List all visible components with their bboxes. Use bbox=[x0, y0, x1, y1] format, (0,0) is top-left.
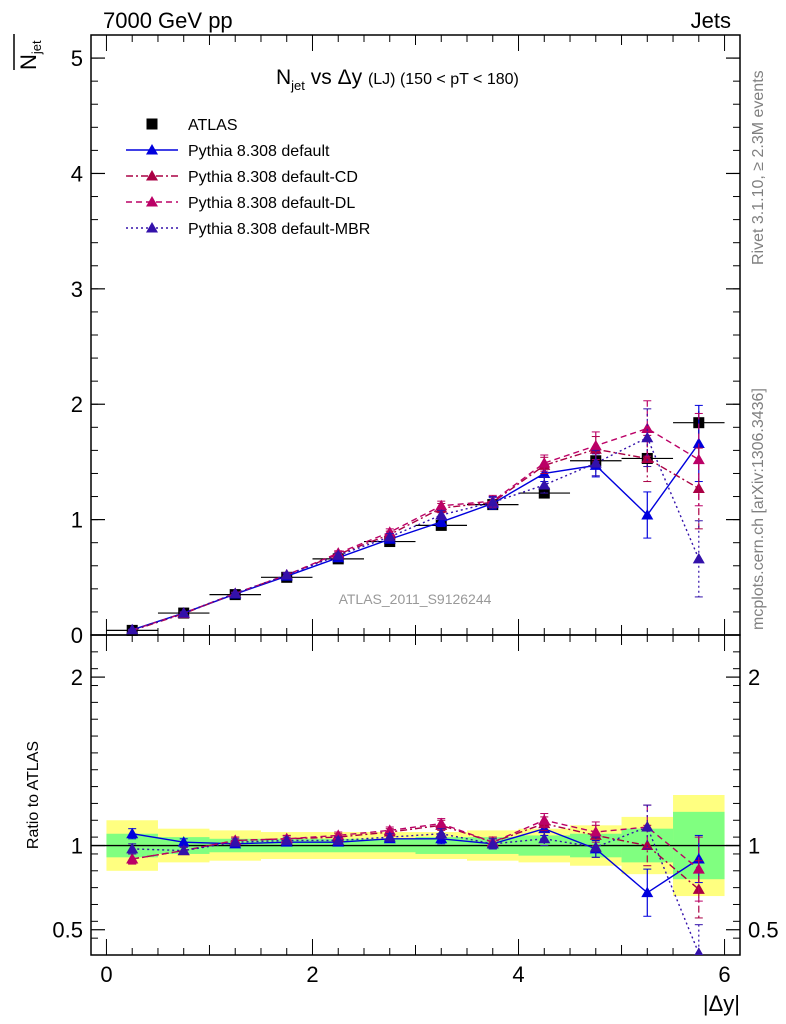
point-dl bbox=[538, 457, 551, 468]
ratio-point-default bbox=[177, 836, 190, 847]
point-mbr bbox=[332, 549, 345, 560]
ratio-ytick-label: 1 bbox=[71, 834, 83, 859]
ratio-ytick-label-right: 2 bbox=[748, 665, 760, 690]
ratio-point-mbr bbox=[486, 837, 499, 849]
ratio-line-dl bbox=[132, 819, 700, 870]
title-sub: jet bbox=[290, 78, 305, 93]
main-panel: 0 1 2 3 4 5 bbox=[71, 34, 741, 648]
xtick-label: 0 bbox=[100, 962, 112, 987]
point-mbr bbox=[229, 587, 242, 598]
legend-marker-mbr bbox=[146, 222, 158, 233]
ratio-point-mbr bbox=[126, 842, 139, 854]
ratio-point-mbr bbox=[641, 821, 654, 832]
legend-label-atlas: ATLAS bbox=[188, 117, 238, 134]
ratio-point-mbr bbox=[280, 834, 293, 845]
ratio-point-dl bbox=[126, 853, 139, 864]
series-line-mbr bbox=[131, 436, 700, 631]
ratio-point-mbr bbox=[332, 834, 345, 845]
header-left: 7000 GeV pp bbox=[103, 8, 233, 33]
xtick-label: 2 bbox=[306, 962, 318, 987]
ratio-series-mbr bbox=[126, 804, 704, 955]
ratio-ytick-label: 2 bbox=[71, 665, 83, 690]
main-ytick-label: 0 bbox=[71, 623, 83, 648]
ratio-point-mbr bbox=[177, 844, 190, 856]
main-ytick-label: 3 bbox=[71, 277, 83, 302]
ratio-point-mbr bbox=[589, 841, 602, 852]
legend-marker-cd bbox=[146, 170, 158, 181]
ratio-frame bbox=[90, 634, 741, 956]
xtick-label: 6 bbox=[718, 962, 730, 987]
ratio-point-default bbox=[641, 886, 654, 898]
title-mid: vs Δy bbox=[305, 66, 368, 89]
point-mbr bbox=[692, 552, 705, 564]
point-mbr bbox=[486, 496, 499, 507]
point-dl bbox=[589, 439, 602, 451]
main-ytick-label: 4 bbox=[71, 161, 83, 186]
ratio-point-mbr bbox=[383, 831, 396, 842]
ratio-ytick-label-right: 1 bbox=[748, 834, 760, 859]
ratio-ytick-label-right: 0.5 bbox=[748, 918, 779, 943]
series-mbr bbox=[126, 408, 705, 635]
top-ylabel-text: Njet bbox=[16, 40, 44, 70]
point-mbr bbox=[641, 431, 654, 443]
title-lj: (LJ) bbox=[368, 71, 396, 88]
top-ylabel-n: N bbox=[16, 54, 41, 70]
point-mbr bbox=[435, 509, 448, 520]
legend-label-mbr: Pythia 8.308 default-MBR bbox=[188, 221, 370, 238]
point-dl bbox=[641, 422, 654, 433]
legend-marker-dl bbox=[146, 196, 158, 207]
mcplots-label: mcplots.cern.ch [arXiv:1306.3436] bbox=[750, 388, 767, 630]
point-cd bbox=[641, 452, 654, 463]
top-ylabel: Njet bbox=[13, 34, 44, 70]
header-right: Jets bbox=[691, 8, 731, 33]
point-mbr bbox=[538, 479, 551, 490]
ratio-point-dl bbox=[538, 814, 551, 825]
ratio-point-mbr bbox=[229, 836, 242, 847]
ratio-point-dl bbox=[435, 817, 448, 829]
main-ytick-label: 2 bbox=[71, 392, 83, 417]
ratio-point-cd bbox=[641, 839, 654, 851]
main-ytick-label: 5 bbox=[71, 46, 83, 71]
x-axis-label: |Δy| bbox=[703, 991, 740, 1016]
point-default bbox=[641, 509, 654, 520]
xtick-label: 4 bbox=[512, 962, 524, 987]
ratio-point-default bbox=[126, 827, 139, 839]
point-mbr bbox=[280, 569, 293, 580]
main-ytick-label: 1 bbox=[71, 508, 83, 533]
title-n: N bbox=[276, 66, 291, 89]
rivet-label: Rivet 3.1.10, ≥ 2.3M events bbox=[750, 70, 767, 265]
point-mbr bbox=[589, 457, 602, 468]
legend: ATLAS Pythia 8.308 default Pythia 8.308 de… bbox=[126, 117, 370, 238]
ratio-line-mbr bbox=[132, 826, 700, 954]
point-dl bbox=[435, 499, 448, 511]
ratio-point-dl bbox=[589, 826, 602, 837]
top-ylabel-sub: jet bbox=[29, 40, 44, 55]
legend-label-default: Pythia 8.308 default bbox=[188, 143, 330, 160]
ratio-ytick-label: 0.5 bbox=[52, 918, 83, 943]
ratio-point-dl bbox=[692, 863, 705, 874]
legend-label-dl: Pythia 8.308 default-DL bbox=[188, 195, 355, 212]
legend-marker-default bbox=[146, 144, 158, 155]
point-default bbox=[692, 437, 705, 448]
point-mbr bbox=[383, 530, 396, 542]
ratio-ylabel: Ratio to ATLAS bbox=[25, 741, 42, 849]
ratio-point-dl bbox=[383, 824, 396, 835]
point-dl bbox=[692, 453, 705, 465]
ratio-point-mbr bbox=[435, 827, 448, 839]
legend-marker-atlas bbox=[146, 118, 158, 130]
point-mbr bbox=[177, 607, 190, 618]
title-range: (150 < pT < 180) bbox=[396, 71, 519, 88]
watermark: ATLAS_2011_S9126244 bbox=[339, 591, 492, 607]
legend-label-cd: Pythia 8.308 default-CD bbox=[188, 169, 358, 186]
ratio-panel: 0.5 1 2 0.5 1 2 0 2 4 6 bbox=[52, 634, 779, 987]
ratio-point-mbr bbox=[694, 947, 704, 955]
ratio-point-mbr bbox=[538, 832, 551, 844]
point-mbr bbox=[126, 624, 139, 635]
plot-title: Njet vs Δy (LJ) (150 < pT < 180) bbox=[276, 66, 519, 93]
point-default bbox=[435, 515, 448, 527]
